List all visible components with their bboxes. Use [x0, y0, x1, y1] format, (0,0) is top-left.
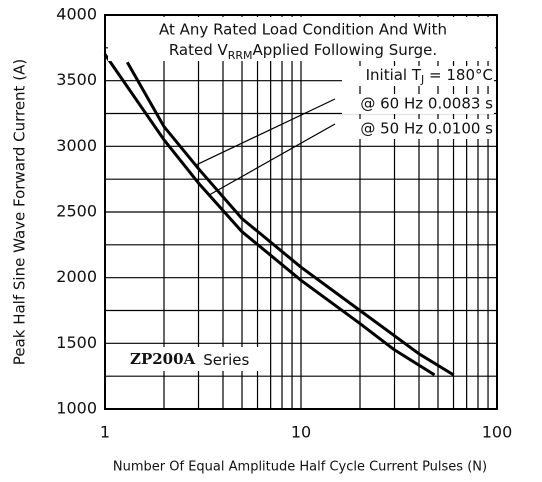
- annotation: Rated V: [169, 41, 229, 59]
- legend-bg: [342, 94, 494, 114]
- series-line: [103, 53, 436, 377]
- y-tick-label: 4000: [56, 5, 97, 24]
- legend-label: @ 60 Hz 0.0083 s: [360, 95, 493, 113]
- annotation-bg: [108, 17, 495, 61]
- series-line: [125, 61, 455, 377]
- annotation-sub: RRM: [228, 49, 253, 62]
- part-name: ZP200A: [130, 350, 196, 368]
- annotation: Initial TJ = 180°C: [366, 66, 493, 87]
- x-tick-label: 100: [482, 423, 513, 442]
- leader-line: [195, 98, 336, 166]
- x-tick-label: 10: [291, 423, 311, 442]
- curves: [103, 53, 455, 377]
- y-tick-label: 2000: [56, 267, 97, 286]
- y-tick-label: 1500: [56, 333, 97, 352]
- x-axis-label: Number Of Equal Amplitude Half Cycle Cur…: [113, 460, 487, 475]
- plot-frame: [104, 14, 498, 410]
- annotation: Rated VRRMApplied Following Surge.: [169, 41, 437, 63]
- leader-line: [208, 123, 336, 196]
- part-suffix: Series: [203, 351, 249, 369]
- annotation: At Any Rated Load Condition And With: [159, 21, 447, 39]
- annotation-bg: [126, 347, 268, 371]
- legend-label: @ 50 Hz 0.0100 s: [360, 120, 493, 138]
- x-tick-label: 1: [100, 423, 110, 442]
- y-tick-label: 3000: [56, 136, 97, 155]
- annotation: ZP200A Series: [130, 350, 250, 369]
- y-axis-label: Peak Half Sine Wave Forward Current (A): [11, 59, 29, 365]
- annotation: = 180°C: [424, 66, 493, 84]
- annotation: Applied Following Surge.: [253, 41, 438, 59]
- annotation-sub: J: [420, 73, 424, 86]
- y-tick-label: 2500: [56, 202, 97, 221]
- annotation-bg: [342, 66, 494, 86]
- y-tick-label: 1000: [56, 399, 97, 418]
- annotation: Initial T: [366, 66, 422, 84]
- legend-bg: [342, 119, 494, 139]
- y-tick-label: 3500: [56, 70, 97, 89]
